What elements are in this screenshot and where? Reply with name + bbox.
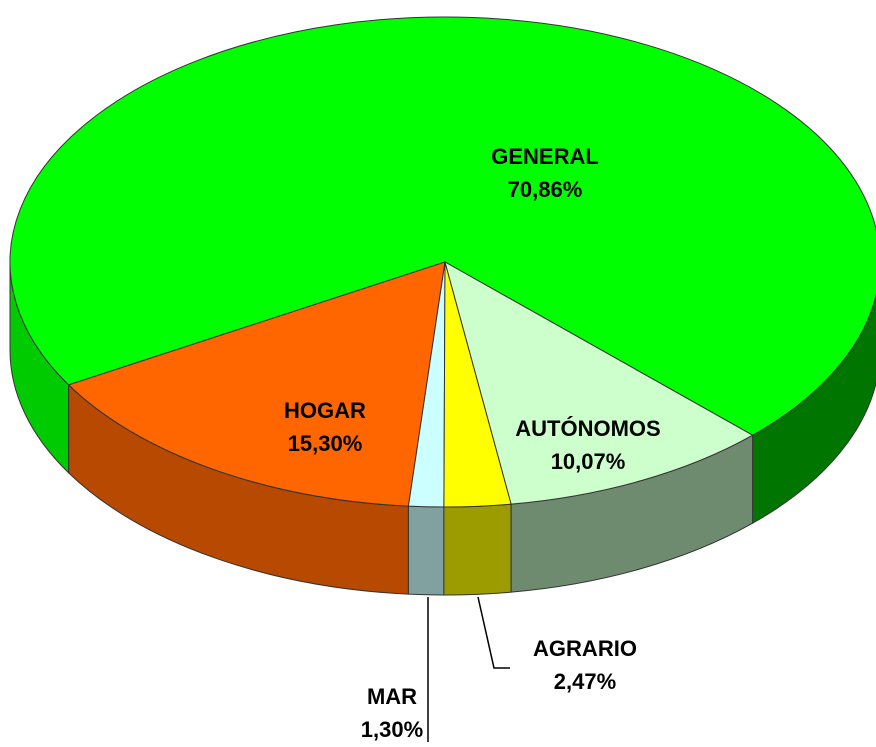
- slice-side: [407, 505, 445, 596]
- slice-label: AGRARIO: [533, 636, 637, 661]
- slice: [67, 261, 446, 507]
- slice: [9, 16, 876, 436]
- slice-value-label: 10,07%: [551, 449, 626, 474]
- slice-label: HOGAR: [284, 398, 366, 423]
- slice-label: MAR: [367, 684, 417, 709]
- leader-line: [477, 596, 510, 669]
- slice-value-label: 15,30%: [288, 431, 363, 456]
- slice-label: GENERAL: [491, 144, 599, 169]
- slice-label: AUTÓNOMOS: [515, 416, 660, 441]
- slice-value-label: 70,86%: [508, 177, 583, 202]
- slice-side: [443, 503, 512, 596]
- slice-value-label: 1,30%: [361, 717, 423, 742]
- slice-value-label: 2,47%: [554, 669, 616, 694]
- slice: [444, 260, 754, 505]
